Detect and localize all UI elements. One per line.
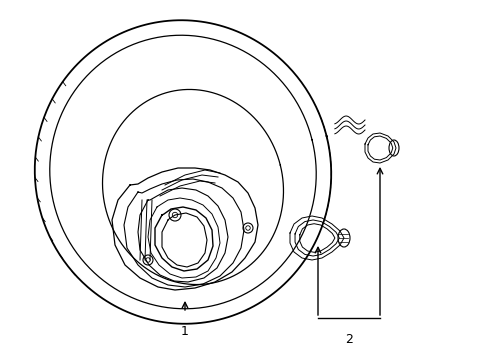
Text: 2: 2 [345, 333, 352, 346]
Text: 1: 1 [181, 325, 188, 338]
